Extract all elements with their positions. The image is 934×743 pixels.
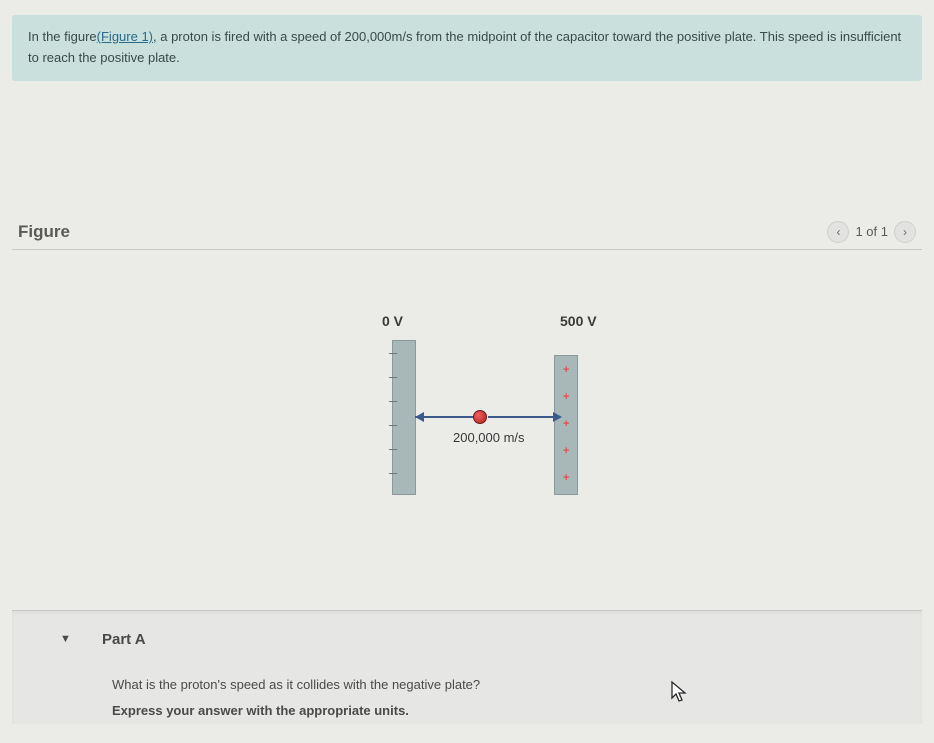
left-voltage-label: 0 V <box>382 313 403 329</box>
plate-tick <box>389 449 397 450</box>
part-a-body: What is the proton's speed as it collide… <box>12 672 922 724</box>
speed-label: 200,000 m/s <box>453 430 525 445</box>
part-label: Part A <box>102 631 146 648</box>
part-a-header[interactable]: ▼ Part A <box>12 631 922 672</box>
plate-tick <box>389 377 397 378</box>
plus-icon: + <box>563 364 569 376</box>
figure-pager: ‹ 1 of 1 › <box>827 221 916 243</box>
plate-tick <box>389 473 397 474</box>
right-voltage-label: 500 V <box>560 313 597 329</box>
figure-title: Figure <box>18 222 70 242</box>
plus-icon: + <box>563 418 569 430</box>
part-instruction: Express your answer with the appropriate… <box>112 698 882 724</box>
proton-icon <box>473 410 487 424</box>
figure-canvas: 0 V 500 V + + + + + 200,000 m/s <box>12 280 922 610</box>
arrow-right-segment <box>488 416 556 418</box>
part-question: What is the proton's speed as it collide… <box>112 672 882 698</box>
negative-plate <box>392 340 416 495</box>
plus-icon: + <box>563 445 569 457</box>
positive-plate: + + + + + <box>554 355 578 495</box>
arrow-right-head-icon <box>553 412 562 422</box>
caret-down-icon: ▼ <box>60 633 71 645</box>
plate-tick <box>389 425 397 426</box>
plate-tick <box>389 401 397 402</box>
pager-label: 1 of 1 <box>855 224 888 239</box>
next-figure-button[interactable]: › <box>894 221 916 243</box>
problem-statement: In the figure(Figure 1), a proton is fir… <box>12 15 922 81</box>
page-root: In the figure(Figure 1), a proton is fir… <box>0 0 934 743</box>
plus-icon: + <box>563 472 569 484</box>
arrow-left-head-icon <box>415 412 424 422</box>
figure-header: Figure ‹ 1 of 1 › <box>12 221 922 250</box>
problem-prefix: In the figure <box>28 29 97 44</box>
problem-rest: , a proton is fired with a speed of 200,… <box>28 29 901 65</box>
prev-figure-button[interactable]: ‹ <box>827 221 849 243</box>
part-a-section: ▼ Part A What is the proton's speed as i… <box>12 610 922 724</box>
plate-tick <box>389 353 397 354</box>
plus-icon: + <box>563 391 569 403</box>
figure-link[interactable]: (Figure 1) <box>97 29 153 44</box>
